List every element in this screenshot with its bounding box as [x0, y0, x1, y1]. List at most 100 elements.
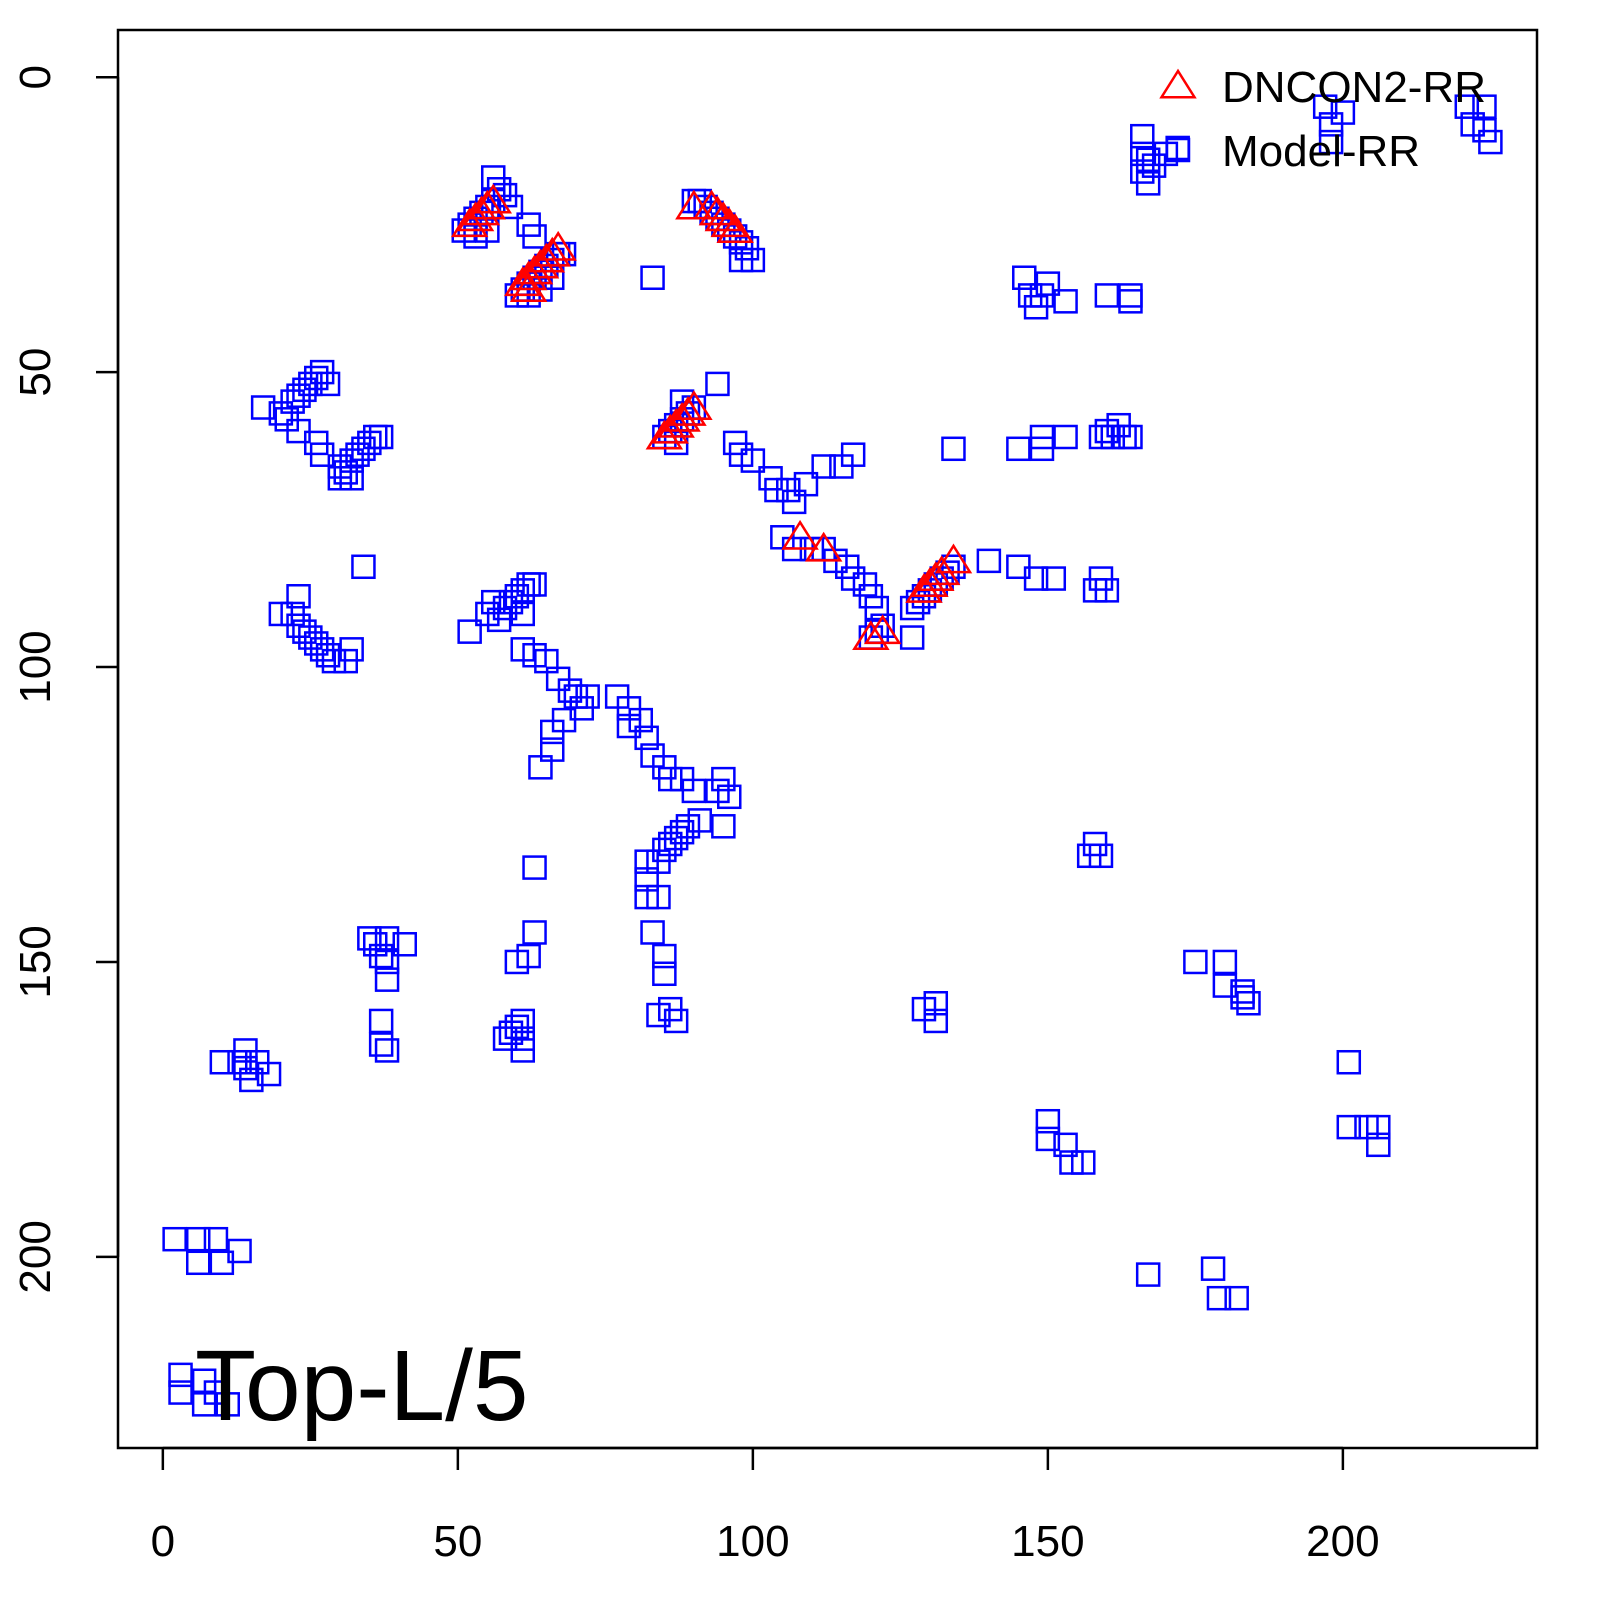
triangle-point — [781, 519, 819, 550]
square-point — [705, 371, 730, 397]
square-point — [640, 265, 665, 290]
square-point — [1135, 1262, 1161, 1287]
square-point — [268, 401, 294, 426]
square-point — [1012, 265, 1037, 290]
square-point — [1006, 436, 1031, 462]
square-point — [1041, 566, 1067, 591]
square-point — [368, 1008, 394, 1034]
square-point — [504, 949, 530, 975]
square-point — [233, 1038, 258, 1063]
square-point — [941, 436, 966, 462]
square-point — [1088, 843, 1114, 869]
triangle-point — [704, 201, 743, 232]
triangle-point — [657, 407, 695, 438]
square-point — [1094, 283, 1120, 308]
triangle-point — [911, 567, 949, 597]
triangle-point — [675, 390, 713, 421]
square-point — [1318, 129, 1344, 155]
square-point — [1071, 1150, 1096, 1175]
square-point — [162, 1226, 187, 1252]
square-point — [510, 1038, 536, 1063]
y-tick-label: 150 — [11, 925, 60, 998]
legend-label: DNCON2-RR — [1222, 63, 1486, 112]
square-point — [1029, 283, 1055, 308]
square-point — [1118, 424, 1143, 450]
square-point — [522, 920, 547, 945]
triangle-point — [521, 248, 560, 279]
square-point — [339, 637, 364, 662]
y-tick-label: 200 — [11, 1220, 60, 1293]
triangle-point — [533, 236, 572, 267]
triangle-point — [716, 213, 754, 244]
triangle-point — [663, 401, 701, 432]
square-point — [652, 943, 677, 969]
triangle-point — [1159, 68, 1197, 99]
x-tick-label: 150 — [1011, 1517, 1084, 1566]
square-point — [315, 642, 341, 668]
triangle-point — [852, 620, 890, 651]
x-tick-label: 50 — [433, 1517, 482, 1566]
square-point — [522, 224, 547, 249]
square-point — [368, 424, 394, 450]
plot-frame — [116, 28, 1539, 1450]
square-point — [315, 371, 341, 397]
triangle-point — [527, 242, 566, 273]
triangle-point — [692, 189, 731, 220]
square-point — [1100, 424, 1126, 450]
square-point — [374, 949, 400, 975]
square-point — [510, 601, 536, 627]
square-point — [522, 572, 547, 597]
square-point — [923, 1008, 949, 1034]
square-point — [1336, 1114, 1362, 1140]
square-point — [811, 454, 836, 479]
square-point — [368, 1032, 394, 1057]
triangle-point — [539, 230, 577, 261]
square-point — [1053, 424, 1078, 450]
square-point — [1212, 949, 1238, 975]
square-point — [540, 719, 565, 745]
square-point — [1035, 1126, 1061, 1152]
square-point — [392, 932, 418, 957]
square-point — [374, 1038, 400, 1063]
triangle-point — [710, 207, 749, 238]
square-point — [1200, 1256, 1226, 1281]
x-tick-label: 200 — [1306, 1517, 1379, 1566]
triangle-point — [651, 413, 690, 444]
square-point — [840, 442, 866, 467]
square-point — [1023, 566, 1049, 591]
square-point — [250, 395, 276, 420]
square-point — [575, 684, 600, 709]
triangle-point — [669, 396, 707, 426]
square-point — [793, 471, 819, 497]
square-point — [339, 466, 364, 491]
square-point — [628, 707, 654, 733]
x-tick-label: 0 — [151, 1517, 175, 1566]
square-point — [286, 584, 311, 609]
triangle-point — [934, 543, 973, 574]
square-point — [374, 926, 400, 951]
triangle-point — [474, 183, 513, 214]
triangle-point — [450, 207, 489, 238]
square-point — [1230, 985, 1255, 1010]
y-tick-label: 0 — [11, 65, 60, 89]
marks — [162, 94, 1503, 1417]
square-point — [652, 961, 677, 987]
square-point — [1224, 1285, 1249, 1311]
annotation: Top-L/5 — [195, 1330, 529, 1442]
triangle-point — [698, 195, 737, 226]
square-point — [740, 448, 766, 473]
square-point — [1366, 1114, 1391, 1140]
square-point — [1135, 171, 1161, 196]
triangle-point — [462, 195, 501, 226]
square-point — [528, 755, 553, 780]
square-point — [374, 967, 400, 992]
square-point — [185, 1250, 211, 1276]
square-point — [1336, 1049, 1362, 1075]
square-point — [1236, 991, 1261, 1016]
square-point — [1472, 94, 1497, 119]
square-point — [1094, 578, 1120, 603]
square-point — [681, 778, 707, 804]
triangle-point — [509, 260, 548, 291]
square-point — [663, 1008, 689, 1034]
